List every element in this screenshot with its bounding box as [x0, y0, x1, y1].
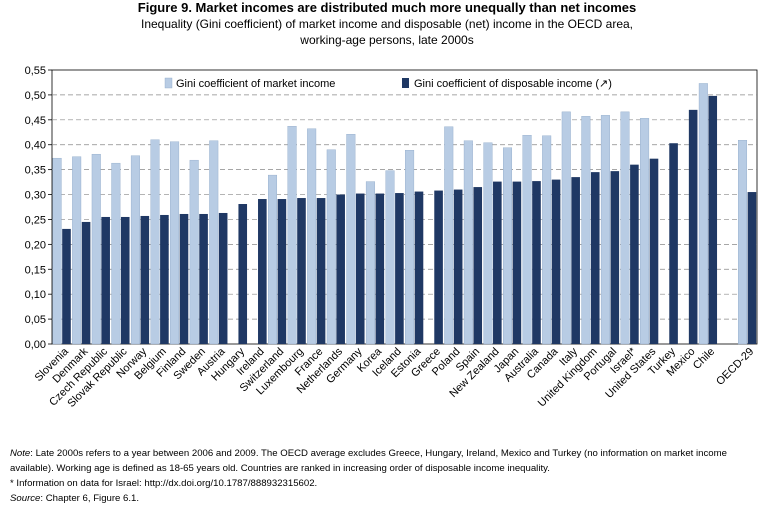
market-income-bar	[287, 126, 297, 345]
disposable-income-bar	[512, 181, 522, 344]
disposable-income-bar	[140, 215, 150, 344]
disposable-income-bar	[297, 198, 306, 344]
disposable-income-bar	[160, 214, 169, 344]
market-income-bar	[72, 156, 82, 345]
market-income-bar	[600, 115, 610, 345]
disposable-income-bar	[590, 172, 600, 344]
market-income-bar	[738, 140, 748, 345]
market-income-bar	[365, 181, 375, 345]
disposable-income-bar	[473, 187, 483, 344]
disposable-income-bar	[258, 199, 267, 344]
figure-notes: Note: Late 2000s refers to a year betwee…	[10, 446, 760, 506]
y-tick-label: 0,10	[25, 289, 46, 301]
disposable-income-bar	[218, 212, 228, 344]
disposable-income-bar	[453, 189, 463, 344]
disposable-income-bar	[610, 171, 620, 344]
y-tick-label: 0,30	[25, 190, 46, 202]
disposable-income-bar	[747, 192, 757, 344]
disposable-income-bar	[120, 216, 130, 344]
market-income-bar	[698, 83, 708, 345]
market-income-bar	[326, 149, 336, 345]
disposable-income-bar	[532, 181, 541, 344]
disposable-income-bar	[395, 193, 404, 344]
y-tick-label: 0,25	[25, 214, 46, 226]
y-tick-label: 0,40	[25, 140, 46, 152]
market-income-bar	[503, 147, 513, 345]
y-tick-label: 0,50	[25, 90, 46, 102]
disposable-income-bar	[571, 177, 580, 344]
y-tick-label: 0,00	[25, 339, 46, 351]
x-tick-label: OECD-29	[714, 346, 756, 388]
source-paragraph: Source: Chapter 6, Figure 6.1.	[10, 491, 760, 506]
y-tick-label: 0,55	[25, 65, 46, 77]
market-income-bar	[150, 139, 160, 345]
market-income-bar	[111, 162, 121, 345]
market-income-bar	[189, 159, 199, 345]
plot-frame	[51, 69, 758, 345]
disposable-income-bar	[414, 191, 424, 344]
disposable-income-bar	[688, 109, 698, 344]
disposable-income-bar	[101, 216, 110, 344]
disposable-income-bar	[493, 181, 502, 344]
legend-market-label: Gini coefficient of market income	[176, 78, 335, 90]
disposable-income-bar	[434, 190, 443, 344]
disposable-income-bar	[630, 164, 639, 344]
disposable-income-bar	[199, 213, 208, 344]
market-income-bar	[385, 170, 395, 345]
y-tick-label: 0,45	[25, 115, 46, 127]
market-income-bar	[444, 126, 454, 345]
market-income-bar	[405, 150, 415, 345]
disposable-income-bar	[336, 194, 345, 344]
market-income-bar	[522, 135, 532, 345]
subtitle-line-1: Inequality (Gini coefficient) of market …	[140, 17, 634, 31]
disposable-income-bar	[238, 204, 248, 344]
legend-disposable-swatch	[402, 78, 409, 88]
source-label: Source	[10, 493, 41, 504]
disposable-income-bar	[179, 213, 189, 344]
market-income-bar	[542, 135, 552, 345]
legend-disposable-label: Gini coefficient of disposable income (↗…	[414, 78, 612, 90]
legend-market-swatch	[164, 77, 173, 89]
israel-info: * Information on data for Israel: http:/…	[10, 478, 318, 489]
y-tick-label: 0,15	[25, 264, 46, 276]
market-income-bar	[620, 111, 630, 345]
market-income-bar	[91, 153, 101, 345]
market-income-bar	[346, 134, 356, 345]
market-income-bar	[130, 155, 140, 345]
market-income-bar	[640, 118, 650, 345]
disposable-income-bar	[649, 158, 659, 344]
y-tick-label: 0,20	[25, 239, 46, 251]
subtitle-line-2: working-age persons, late 2000s	[300, 33, 474, 47]
note-paragraph: Note: Late 2000s refers to a year betwee…	[10, 446, 760, 476]
disposable-income-bar	[316, 198, 326, 344]
figure-subtitle: Inequality (Gini coefficient) of market …	[0, 16, 774, 48]
disposable-income-bar	[355, 193, 365, 344]
note-label: Note	[10, 448, 31, 459]
disposable-income-bar	[81, 221, 91, 344]
disposable-income-bar	[277, 199, 287, 344]
y-tick-label: 0,05	[25, 314, 46, 326]
disposable-income-bar	[62, 228, 71, 344]
market-income-bar	[307, 128, 317, 345]
market-income-bar	[483, 142, 493, 345]
market-income-bar	[170, 141, 180, 345]
market-income-bar	[581, 116, 591, 345]
disposable-income-bar	[375, 193, 385, 344]
market-income-bar	[561, 111, 571, 345]
market-income-bar	[52, 157, 62, 345]
market-income-bar	[463, 140, 473, 345]
x-tick-label: Chile	[691, 346, 717, 372]
disposable-income-bar	[551, 179, 561, 344]
disposable-income-bar	[708, 95, 718, 344]
bar-chart: 0,00 0,05 0,10 0,15 0,20 0,25 0,30 0,35 0,40 0,45…	[25, 65, 758, 410]
note-text: : Late 2000s refers to a year between 20…	[10, 448, 727, 474]
y-tick-label: 0,35	[25, 165, 46, 177]
source-text: : Chapter 6, Figure 6.1.	[40, 493, 140, 504]
figure-title: Figure 9. Market incomes are distributed…	[137, 0, 637, 15]
market-income-bar	[209, 140, 219, 345]
disposable-income-bar	[669, 143, 678, 344]
market-income-bar	[268, 174, 278, 345]
